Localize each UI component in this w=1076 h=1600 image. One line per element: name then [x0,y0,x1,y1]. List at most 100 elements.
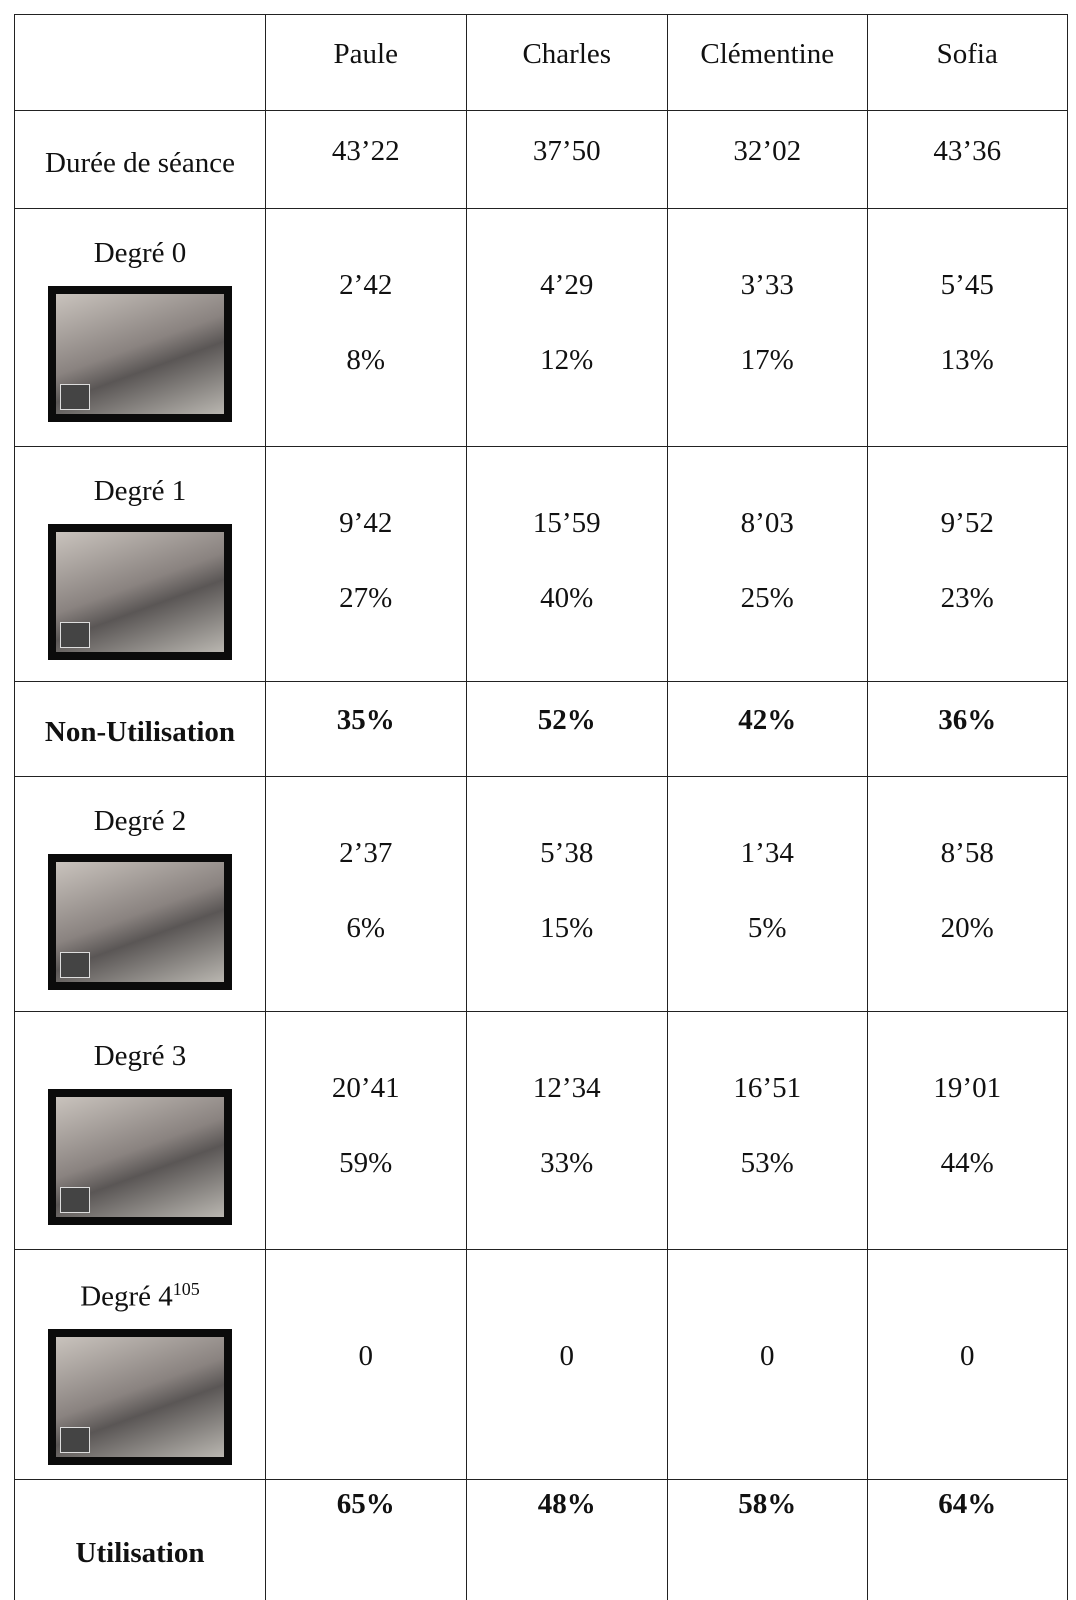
value-cell: 48% [466,1479,669,1600]
thumbnail [48,1089,232,1225]
value-cell: 4’29 12% [466,208,669,448]
row-label: Degré 2 [94,807,187,836]
value-text: 3’33 [741,271,794,300]
value-text: 5’45 [941,271,994,300]
value-text: 65% [337,1490,395,1519]
value-text: 6% [346,914,385,943]
value-text: 5’38 [540,839,593,868]
header-text: Charles [522,40,611,69]
value-text: 2’42 [339,271,392,300]
header-cell: Charles [466,14,669,111]
value-text: 17% [741,346,794,375]
row-label: Degré 3 [94,1042,187,1071]
header-cell: Clémentine [667,14,869,111]
value-text: 16’51 [733,1074,801,1103]
value-text: 33% [540,1149,593,1178]
value-text: 2’37 [339,839,392,868]
value-text: 59% [339,1149,392,1178]
value-cell: 0 [667,1249,869,1481]
value-text: 43’22 [332,137,400,166]
header-text: Paule [334,40,398,69]
row-label: Degré 1 [94,477,187,506]
value-text: 15% [540,914,593,943]
header-cell [14,14,266,111]
value-cell: 65% [265,1479,468,1600]
row-label-cell: Degré 2 [14,776,266,1013]
value-cell: 0 [466,1249,669,1481]
value-text: 35% [337,706,395,735]
value-cell: 58% [667,1479,869,1600]
value-text: 52% [538,706,596,735]
value-text: 40% [540,584,593,613]
value-cell: 16’51 53% [667,1011,869,1251]
row-label: Durée de séance [45,149,235,178]
row-label: Utilisation [76,1539,205,1568]
value-text: 12% [540,346,593,375]
value-cell: 2’37 6% [265,776,468,1013]
value-cell: 35% [265,681,468,778]
row-label: Non-Utilisation [45,718,235,747]
row-label-cell: Degré 0 [14,208,266,448]
row-label-text: Degré 2 [94,805,187,837]
value-cell: 12’34 33% [466,1011,669,1251]
value-cell: 20’41 59% [265,1011,468,1251]
value-text: 32’02 [733,137,801,166]
value-cell: 19’01 44% [867,1011,1069,1251]
row-label-text: Degré 3 [94,1040,187,1072]
value-text: 27% [339,584,392,613]
value-cell: 5’38 15% [466,776,669,1013]
row-label-cell: Degré 1 [14,446,266,683]
value-text: 23% [941,584,994,613]
value-cell: 43’36 [867,110,1069,210]
row-label-cell: Degré 3 [14,1011,266,1251]
value-text: 0 [960,1342,975,1371]
value-text: 58% [738,1490,796,1519]
row-label-text: Degré 1 [94,475,187,507]
row-label-text: Durée de séance [45,147,235,179]
value-text: 0 [760,1342,775,1371]
value-cell: 64% [867,1479,1069,1600]
thumbnail [48,286,232,422]
page: PauleCharlesClémentineSofiaDurée de séan… [0,0,1076,1600]
value-text: 4’29 [540,271,593,300]
value-cell: 9’52 23% [867,446,1069,683]
value-cell: 9’42 27% [265,446,468,683]
row-label: Degré 4105 [80,1280,200,1312]
value-text: 19’01 [933,1074,1001,1103]
value-text: 9’52 [941,509,994,538]
value-cell: 37’50 [466,110,669,210]
value-text: 15’59 [533,509,601,538]
row-label-text: Degré 0 [94,237,187,269]
value-text: 64% [938,1490,996,1519]
thumbnail [48,854,232,990]
thumbnail [48,1329,232,1465]
value-cell: 36% [867,681,1069,778]
value-text: 8’03 [741,509,794,538]
value-text: 9’42 [339,509,392,538]
value-text: 8’58 [941,839,994,868]
row-label-text: Non-Utilisation [45,716,235,748]
row-label-text: Utilisation [76,1537,205,1569]
value-text: 53% [741,1149,794,1178]
value-text: 44% [941,1149,994,1178]
value-text: 13% [941,346,994,375]
row-label: Degré 0 [94,239,187,268]
value-cell: 43’22 [265,110,468,210]
header-cell: Paule [265,14,468,111]
value-cell: 0 [265,1249,468,1481]
value-text: 42% [738,706,796,735]
value-text: 43’36 [933,137,1001,166]
value-text: 0 [359,1342,374,1371]
row-label-text: Degré 4 [80,1280,173,1312]
thumbnail [48,524,232,660]
value-cell: 42% [667,681,869,778]
value-text: 1’34 [741,839,794,868]
value-cell: 3’33 17% [667,208,869,448]
value-text: 20’41 [332,1074,400,1103]
value-text: 0 [560,1342,575,1371]
value-text: 12’34 [533,1074,601,1103]
